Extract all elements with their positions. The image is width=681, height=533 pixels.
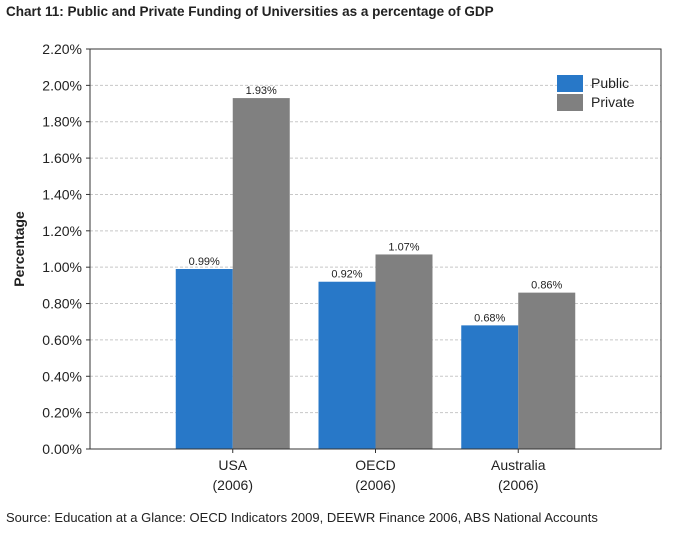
- plot-frame: [89, 48, 662, 450]
- y-tick-label: 1.60%: [42, 150, 82, 166]
- x-tick-label: USA: [218, 457, 247, 473]
- data-label: 0.92%: [331, 269, 362, 281]
- y-tick-label: 0.40%: [42, 368, 82, 384]
- data-label: 0.68%: [474, 312, 505, 324]
- data-label: 1.93%: [246, 85, 277, 97]
- y-tick-label: 1.80%: [42, 114, 82, 130]
- legend-label-public: Public: [591, 75, 629, 91]
- data-label: 0.86%: [531, 280, 562, 292]
- legend: Public Private: [557, 75, 635, 111]
- data-label: 1.07%: [388, 241, 419, 253]
- x-tick-label: (2006): [213, 477, 253, 493]
- data-labels: 0.99% 1.93% 0.92% 1.07% 0.68% 0.86%: [189, 85, 563, 324]
- source-note: Source: Education at a Glance: OECD Indi…: [6, 510, 598, 525]
- y-tick-label: 2.00%: [42, 77, 82, 93]
- y-tick-label: 1.40%: [42, 186, 82, 202]
- y-tick-label: 0.00%: [42, 441, 82, 457]
- y-tick-label: 1.00%: [42, 259, 82, 275]
- y-tick-label: 0.60%: [42, 332, 82, 348]
- x-tick-label: (2006): [498, 477, 538, 493]
- y-axis-ticks: 0.00% 0.20% 0.40% 0.60% 0.80% 1.00% 1.20% 1.40%…: [42, 41, 90, 457]
- x-tick-label: (2006): [355, 477, 395, 493]
- y-tick-label: 1.20%: [42, 223, 82, 239]
- chart-title: Chart 11: Public and Private Funding of …: [6, 4, 494, 19]
- x-tick-label: OECD: [355, 457, 395, 473]
- bar-private: [375, 254, 433, 449]
- bar-private: [232, 98, 290, 449]
- y-tick-label: 0.80%: [42, 296, 82, 312]
- x-axis-ticks: USA (2006) OECD (2006) Australia (2006): [213, 449, 546, 493]
- y-tick-label: 2.20%: [42, 41, 82, 57]
- legend-swatch-private: [557, 94, 583, 111]
- x-tick-label: Australia: [491, 457, 546, 473]
- legend-label-private: Private: [591, 94, 635, 110]
- bar-public: [175, 269, 233, 449]
- legend-swatch-public: [557, 75, 583, 92]
- bars: [175, 98, 576, 449]
- y-axis-title: Percentage: [11, 211, 27, 287]
- bar-public: [461, 325, 519, 449]
- bar-public: [318, 281, 376, 449]
- data-label: 0.99%: [189, 256, 220, 268]
- y-tick-label: 0.20%: [42, 405, 82, 421]
- bar-private: [518, 292, 576, 449]
